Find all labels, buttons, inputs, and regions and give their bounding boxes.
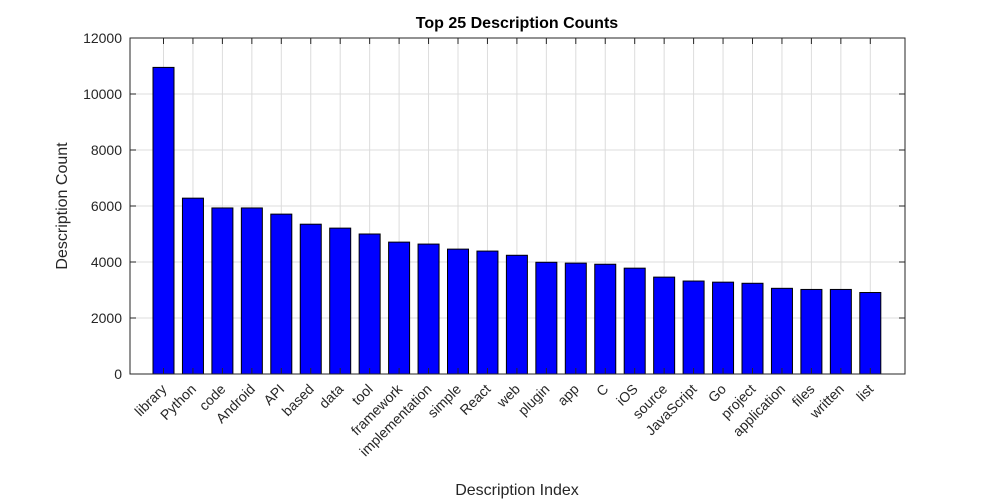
bar-api (270, 213, 293, 375)
x-tick-label: simple (424, 381, 464, 421)
bar-data (329, 227, 352, 375)
y-tick-label: 2000 (91, 310, 122, 326)
y-tick-label: 10000 (83, 86, 122, 102)
bar-javascript (682, 280, 705, 375)
bar-web (505, 254, 528, 375)
y-axis-ticks: 0 2000 4000 6000 8000 10000 12000 (83, 30, 905, 382)
bar-ios (623, 267, 646, 375)
x-axis-label: Description Index (455, 482, 579, 499)
bar-files (800, 288, 823, 375)
y-tick-label: 8000 (91, 142, 122, 158)
y-tick-label: 0 (114, 366, 122, 382)
bar-source (653, 276, 676, 375)
bar-python (181, 197, 204, 375)
chart-title: Top 25 Description Counts (416, 15, 618, 32)
x-tick-label: based (279, 381, 317, 419)
x-tick-label: plugin (515, 381, 553, 419)
bar-simple (447, 248, 469, 375)
bar-application (770, 287, 793, 375)
y-tick-label: 12000 (83, 30, 122, 46)
bar-code (211, 207, 234, 375)
bar-plugin (535, 261, 558, 375)
bar-c (594, 263, 617, 375)
bar-tool (358, 233, 381, 375)
bar-implementation (417, 243, 440, 375)
bar-go (712, 281, 735, 375)
bar-framework (388, 241, 411, 375)
bar-written (829, 288, 852, 375)
x-tick-label: data (316, 381, 347, 412)
bar-react (476, 250, 499, 375)
bar-library (152, 66, 175, 375)
y-tick-label: 6000 (91, 198, 122, 214)
y-tick-label: 4000 (91, 254, 122, 270)
x-tick-label: C (593, 381, 611, 399)
bar-android (240, 207, 263, 375)
bar-app (564, 262, 587, 375)
y-axis-label: Description Count (54, 142, 71, 270)
bar-based (299, 223, 322, 375)
bar-list (859, 292, 882, 375)
x-tick-label: list (853, 381, 876, 404)
x-tick-label: React (456, 381, 493, 418)
x-tick-label: app (554, 381, 582, 409)
bar-project (741, 282, 764, 375)
